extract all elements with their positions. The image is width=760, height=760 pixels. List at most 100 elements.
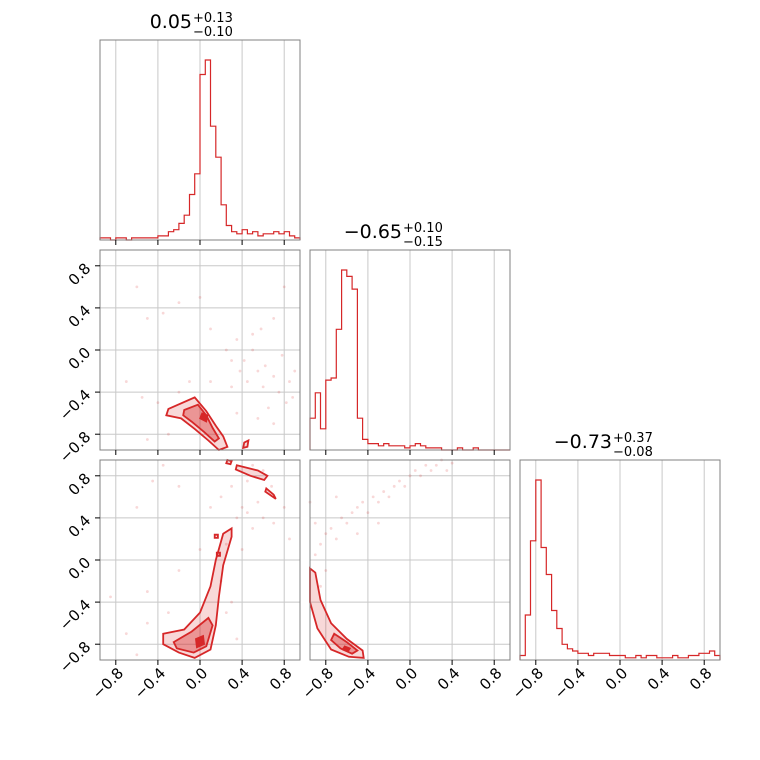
x-tick-label: 0.0 <box>182 664 212 694</box>
sample-point <box>272 317 276 320</box>
sample-point <box>235 516 239 520</box>
contour-inner <box>182 403 221 443</box>
sample-point <box>284 401 288 405</box>
sample-point <box>263 364 267 368</box>
x-tick-label: 0.4 <box>644 664 674 694</box>
sample-point <box>272 521 276 525</box>
scatter-panel-2 <box>95 458 301 665</box>
sample-point <box>424 463 428 467</box>
sample-point <box>245 511 249 515</box>
sample-point <box>156 401 160 405</box>
sample-point <box>277 390 281 394</box>
contour-island <box>213 533 219 539</box>
sample-point <box>256 369 260 373</box>
x-tick-label: −0.4 <box>551 664 589 702</box>
contour-outer <box>309 566 365 659</box>
sample-point <box>140 395 144 399</box>
sample-point <box>340 516 343 520</box>
sample-point <box>209 327 212 331</box>
sample-point <box>429 469 433 472</box>
sample-point <box>403 484 407 488</box>
sample-point <box>382 490 386 493</box>
parameter-title-lower-error: −0.08 <box>613 445 653 460</box>
sample-point <box>408 474 412 478</box>
sample-point <box>434 463 438 467</box>
sample-point <box>177 484 181 488</box>
sample-point <box>235 338 239 341</box>
contour-island <box>234 464 269 482</box>
sample-point <box>256 417 260 420</box>
contour-island <box>264 486 277 500</box>
sample-point <box>313 553 317 557</box>
sample-point <box>272 422 276 426</box>
contour-island <box>225 458 233 466</box>
sample-point <box>245 380 249 383</box>
histogram-step-line <box>519 479 721 660</box>
sample-point <box>329 527 333 530</box>
sample-point <box>161 311 165 315</box>
x-tick-label: −0.4 <box>131 664 169 702</box>
sample-point <box>167 611 170 615</box>
sample-point <box>377 521 380 525</box>
sample-point <box>161 463 165 467</box>
sample-point <box>177 569 181 572</box>
y-tick-label: 0.4 <box>65 302 95 332</box>
sample-point <box>345 521 349 525</box>
parameter-title-upper-error: +0.13 <box>193 11 233 26</box>
sample-point <box>230 484 233 488</box>
sample-point <box>230 600 233 604</box>
sample-point <box>259 327 263 331</box>
sample-point <box>270 484 273 488</box>
sample-point <box>361 500 365 504</box>
sample-point <box>272 374 276 378</box>
sample-point <box>387 495 391 499</box>
sample-point <box>288 380 291 383</box>
y-tick-label: −0.4 <box>56 386 94 424</box>
sample-point <box>256 500 260 504</box>
y-tick-label: −0.8 <box>56 638 94 676</box>
sample-point <box>282 285 286 289</box>
y-tick-label: 0.8 <box>65 469 95 499</box>
sample-point <box>124 380 128 383</box>
x-tick-label: 0.0 <box>392 664 422 694</box>
x-tick-label: −0.4 <box>341 664 379 702</box>
y-tick-label: 0.0 <box>65 344 95 374</box>
x-tick-label: 0.4 <box>434 664 464 694</box>
sample-point <box>261 469 265 472</box>
y-tick-label: −0.8 <box>56 428 94 466</box>
x-tick-label: 0.8 <box>266 664 296 694</box>
sample-point <box>145 590 149 593</box>
parameter-title-upper-error: +0.10 <box>403 221 443 236</box>
parameter-title-median: 0.05 <box>150 11 192 33</box>
sample-point <box>240 505 244 509</box>
sample-point <box>188 380 191 383</box>
sample-point <box>419 474 422 478</box>
sample-point <box>377 500 380 504</box>
sample-point <box>177 301 181 305</box>
y-tick-label: 0.0 <box>65 554 95 584</box>
contour-core <box>194 634 206 649</box>
x-tick-label: −0.8 <box>299 664 337 702</box>
sample-point <box>240 548 244 551</box>
sample-point <box>282 505 286 509</box>
sample-point <box>251 527 255 530</box>
sample-point <box>324 532 328 536</box>
parameter-title-median: −0.65 <box>344 221 402 243</box>
sample-point <box>261 516 265 520</box>
sample-point <box>392 484 396 488</box>
sample-point <box>261 385 265 389</box>
sample-point <box>355 532 359 536</box>
sample-point <box>398 479 401 483</box>
sample-point <box>124 632 128 636</box>
sample-point <box>235 411 239 415</box>
scatter-panel-1 <box>95 249 301 455</box>
y-tick-label: 0.4 <box>65 512 95 542</box>
sample-point <box>209 505 212 509</box>
sample-point <box>135 653 139 657</box>
sample-point <box>224 611 228 615</box>
sample-point <box>151 479 155 483</box>
sample-point <box>167 432 170 436</box>
y-tick-label: 0.8 <box>65 259 95 289</box>
sample-point <box>251 463 255 467</box>
